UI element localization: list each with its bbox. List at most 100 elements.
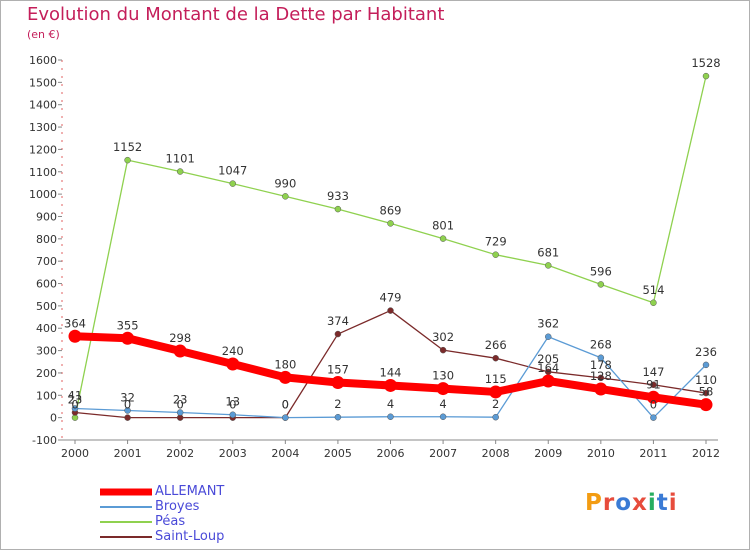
data-point (124, 156, 131, 164)
data-label: 302 (432, 330, 454, 344)
legend-swatch-allemant (100, 488, 152, 496)
data-point (68, 329, 82, 343)
x-tick-label: 2012 (692, 447, 720, 460)
x-tick-label: 2005 (324, 447, 352, 460)
data-label: 0 (71, 398, 78, 412)
data-point (334, 413, 342, 421)
data-label: 869 (380, 203, 402, 217)
y-tick-label: 1500 (29, 76, 57, 89)
y-tick-label: 1100 (29, 166, 57, 179)
data-point (282, 414, 289, 421)
data-label: 180 (274, 357, 296, 371)
data-point (71, 405, 79, 412)
y-tick-label: 500 (36, 300, 57, 313)
logo-letter: x (632, 490, 648, 516)
logo-letter: o (615, 490, 633, 516)
x-tick-label: 2004 (271, 447, 299, 460)
data-label: 130 (432, 369, 454, 383)
x-tick-label: 2006 (377, 447, 405, 460)
data-label: 4 (387, 397, 394, 411)
x-tick-label: 2001 (114, 447, 142, 460)
y-tick-label: 1300 (29, 121, 57, 134)
data-label: 0 (177, 398, 184, 412)
y-tick-label: 1200 (29, 143, 57, 156)
data-label: 479 (380, 291, 402, 305)
data-point (124, 414, 131, 421)
data-point (699, 398, 713, 412)
legend-label-broyes: Broyes (155, 499, 200, 514)
data-label: 362 (537, 317, 559, 331)
data-label: 1047 (218, 164, 247, 178)
logo-letter: r (602, 490, 616, 516)
legend: ALLEMANT Broyes Péas Saint-Loup (100, 484, 300, 545)
data-point (176, 168, 184, 175)
data-label: 144 (380, 365, 402, 379)
x-tick-label: 2000 (61, 447, 89, 460)
data-label: 178 (590, 358, 612, 372)
data-label: 0 (282, 398, 289, 412)
data-point (384, 378, 397, 392)
data-label: 729 (485, 235, 507, 249)
y-tick-label: 1600 (29, 54, 57, 67)
data-point (121, 331, 135, 345)
data-point (597, 354, 605, 361)
data-point (229, 180, 236, 187)
data-label: 23 (173, 393, 188, 407)
data-point (492, 251, 499, 258)
data-label: 933 (327, 189, 349, 203)
data-label: 0 (282, 398, 289, 412)
data-point (387, 413, 394, 421)
data-point (702, 72, 710, 80)
data-point (492, 354, 499, 362)
data-label: 236 (695, 345, 717, 359)
data-point (650, 414, 657, 421)
data-label: 58 (699, 385, 714, 399)
chart-title: Evolution du Montant de la Dette par Hab… (27, 4, 445, 25)
data-point (594, 382, 608, 396)
logo-letter: t (656, 490, 669, 516)
data-point (173, 344, 187, 358)
data-label: 240 (222, 344, 244, 358)
data-label: 164 (537, 361, 559, 375)
y-tick-label: 1000 (29, 188, 57, 201)
data-label: 0 (650, 398, 657, 412)
data-point (387, 220, 394, 227)
data-label: 147 (642, 365, 664, 379)
data-point (439, 413, 447, 421)
data-point (439, 346, 447, 354)
data-label: 596 (590, 264, 612, 278)
data-label: 990 (274, 176, 296, 190)
data-point (124, 407, 131, 414)
y-tick-label: 600 (36, 278, 57, 291)
data-label: 4 (439, 397, 446, 411)
data-point (702, 361, 710, 369)
data-point (334, 205, 342, 213)
x-tick-label: 2003 (219, 447, 247, 460)
legend-item-allemant: ALLEMANT (100, 484, 300, 500)
data-point (702, 389, 710, 397)
legend-label-peas: Péas (155, 514, 186, 529)
y-tick-label: 800 (36, 233, 57, 246)
data-label: 128 (590, 369, 612, 383)
data-point (278, 370, 292, 384)
legend-item-peas: Péas (100, 514, 300, 530)
data-label: 364 (64, 316, 86, 330)
legend-swatch-broyes (100, 506, 152, 508)
data-label: 2 (492, 397, 499, 411)
data-label: 514 (642, 283, 664, 297)
data-label: 0 (229, 398, 236, 412)
y-tick-label: 200 (36, 367, 57, 380)
y-tick-label: 400 (36, 322, 57, 335)
data-point (439, 235, 447, 242)
data-label: 681 (537, 245, 559, 259)
legend-item-broyes: Broyes (100, 499, 300, 515)
data-point (597, 281, 605, 288)
legend-swatch-saint-loup (100, 536, 152, 538)
data-label: 32 (120, 390, 135, 404)
data-point (436, 382, 450, 396)
data-label: 1152 (113, 140, 142, 154)
data-point (176, 409, 184, 416)
logo-letter: i (647, 490, 657, 516)
logo-letter: P (585, 490, 603, 516)
